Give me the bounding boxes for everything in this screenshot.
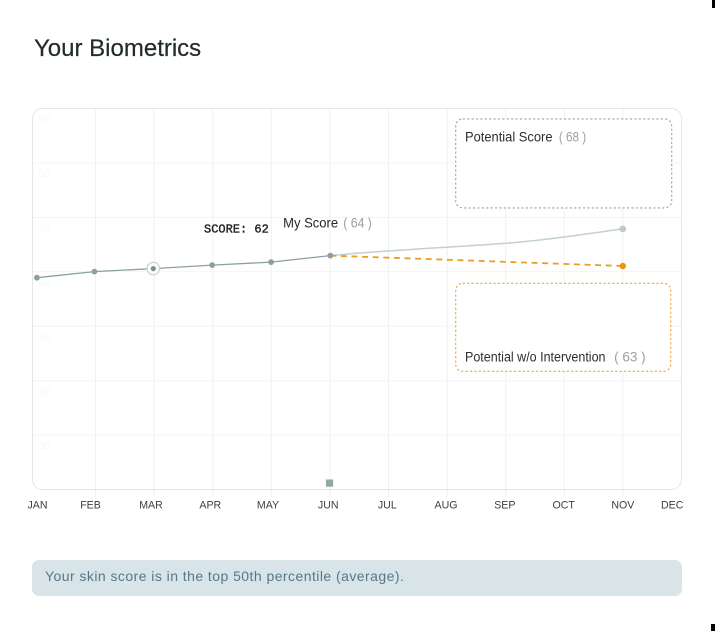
svg-text:SCORE: 62: SCORE: 62 xyxy=(204,223,269,237)
svg-text:JAN: JAN xyxy=(27,500,47,512)
svg-text:NOV: NOV xyxy=(611,500,635,512)
svg-text:50: 50 xyxy=(39,331,51,343)
svg-text:Potential Score: Potential Score xyxy=(465,129,553,144)
svg-text:90: 90 xyxy=(39,114,51,126)
svg-text:OCT: OCT xyxy=(553,500,576,512)
svg-text:40: 40 xyxy=(39,386,51,398)
svg-text:FEB: FEB xyxy=(80,500,101,512)
svg-text:DEC: DEC xyxy=(661,500,684,512)
svg-text:SEP: SEP xyxy=(494,500,515,512)
svg-text:AUG: AUG xyxy=(435,500,458,512)
svg-text:30: 30 xyxy=(39,440,51,452)
svg-text:JUL: JUL xyxy=(378,500,397,512)
svg-text:( 68 ): ( 68 ) xyxy=(559,129,586,144)
svg-text:MAR: MAR xyxy=(139,500,163,512)
svg-text:JUN: JUN xyxy=(318,500,339,512)
svg-text:MAY: MAY xyxy=(257,500,279,512)
svg-text:My Score: My Score xyxy=(283,216,338,231)
svg-text:70: 70 xyxy=(39,223,51,235)
svg-text:60: 60 xyxy=(39,277,51,289)
svg-text:( 63 ): ( 63 ) xyxy=(614,350,646,365)
svg-text:APR: APR xyxy=(199,500,221,512)
svg-text:Potential w/o Intervention: Potential w/o Intervention xyxy=(465,350,606,365)
svg-text:( 64 ): ( 64 ) xyxy=(343,216,372,231)
svg-text:80: 80 xyxy=(39,168,51,180)
